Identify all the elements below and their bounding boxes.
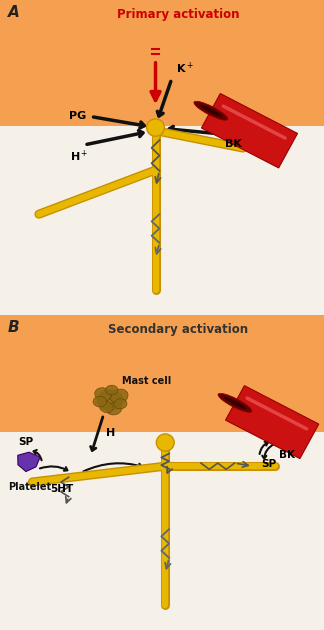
Polygon shape [226,386,319,459]
Ellipse shape [39,66,91,91]
Text: K$^+$: K$^+$ [176,61,193,76]
Ellipse shape [156,434,174,451]
Text: Primary activation: Primary activation [117,8,239,21]
Ellipse shape [220,33,266,61]
Ellipse shape [3,60,29,79]
Ellipse shape [218,393,252,413]
Ellipse shape [199,105,223,117]
Text: SP: SP [261,459,276,469]
Text: A: A [8,5,20,20]
Ellipse shape [118,63,173,88]
Polygon shape [0,315,324,432]
Text: H$^+$: H$^+$ [70,149,89,164]
Ellipse shape [168,378,220,403]
Text: Secondary activation: Secondary activation [108,323,248,336]
Text: H: H [106,428,116,438]
Text: SP: SP [18,437,33,447]
Ellipse shape [36,381,94,407]
Ellipse shape [106,403,122,415]
Polygon shape [0,0,324,126]
Text: BK: BK [279,450,295,460]
Ellipse shape [149,343,207,369]
Ellipse shape [68,18,126,45]
Ellipse shape [146,119,164,136]
Polygon shape [202,93,297,168]
Ellipse shape [274,16,309,35]
Ellipse shape [152,25,204,50]
Ellipse shape [254,64,296,88]
Ellipse shape [114,399,127,409]
Ellipse shape [10,32,55,63]
Ellipse shape [106,385,118,395]
Text: Mast cell: Mast cell [122,376,171,386]
Ellipse shape [188,56,233,83]
Ellipse shape [217,352,269,379]
Polygon shape [18,452,40,472]
Polygon shape [0,315,324,432]
Ellipse shape [110,389,128,404]
Ellipse shape [97,390,123,410]
Text: PG: PG [69,111,86,121]
Ellipse shape [93,396,107,407]
Ellipse shape [237,375,282,399]
Ellipse shape [6,348,58,377]
Ellipse shape [224,397,247,409]
Ellipse shape [32,13,65,32]
Text: B: B [8,320,20,335]
Ellipse shape [65,333,130,360]
Ellipse shape [16,328,49,347]
Text: Platelet: Platelet [8,482,51,492]
Ellipse shape [102,375,157,400]
Ellipse shape [194,101,228,120]
Polygon shape [0,0,324,127]
Text: 5HT: 5HT [50,484,74,495]
Text: BK: BK [225,139,242,149]
Ellipse shape [95,387,111,401]
Ellipse shape [99,401,113,413]
Ellipse shape [272,341,311,365]
